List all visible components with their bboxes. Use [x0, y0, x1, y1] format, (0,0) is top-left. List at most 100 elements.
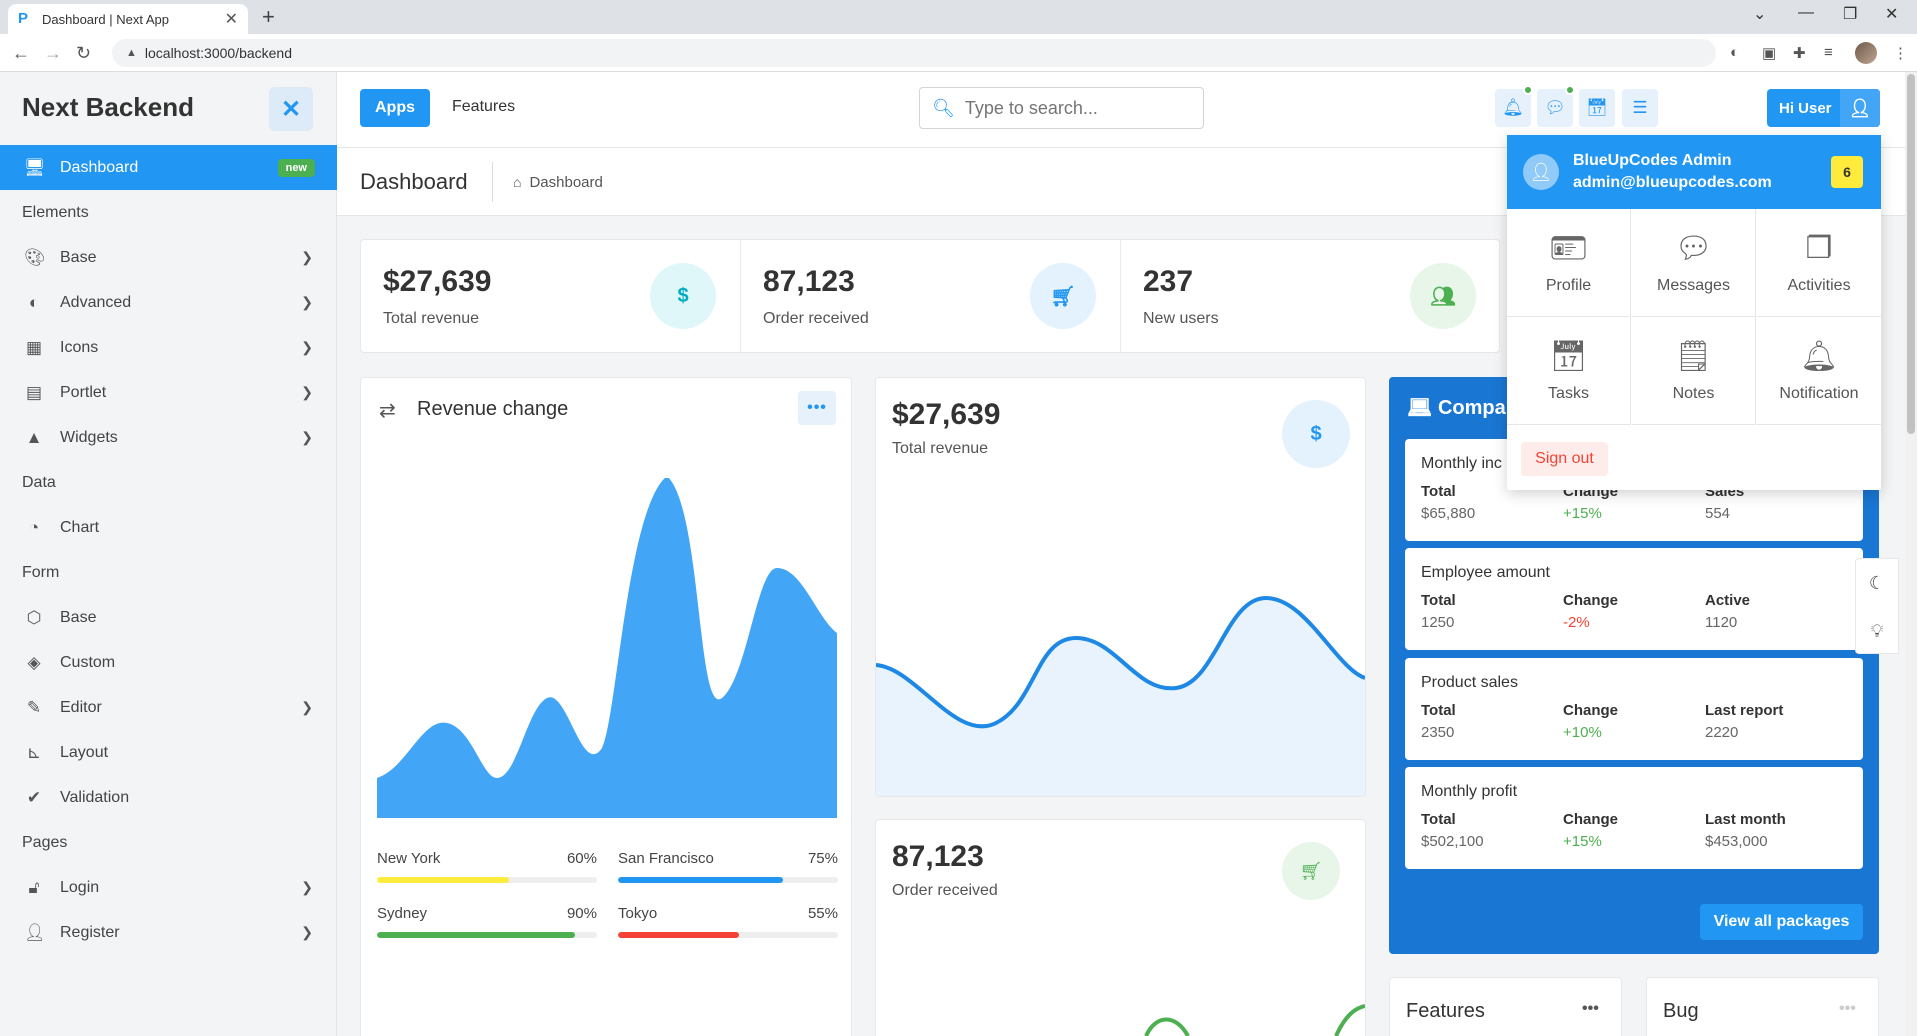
stat-value: +10%: [1563, 724, 1602, 741]
more-icon[interactable]: •••: [1839, 1000, 1856, 1017]
sidebar-item-editor[interactable]: ✎︎ Editor ❯: [0, 685, 337, 730]
dropdown-item-profile[interactable]: 🪪︎ Profile: [1507, 209, 1631, 317]
restore-icon[interactable]: ❐: [1843, 6, 1858, 23]
back-icon[interactable]: ←: [12, 43, 30, 63]
stat-value: 1250: [1421, 614, 1455, 631]
sidebar-item-login[interactable]: 🔓︎ Login ❯: [0, 865, 337, 910]
revenue-label: Total revenue: [892, 440, 989, 457]
scrollbar-thumb[interactable]: [1907, 74, 1915, 434]
sidebar-item-register[interactable]: 👤︎ Register ❯: [0, 910, 337, 955]
browser-tab[interactable]: P Dashboard | Next App ✕: [8, 4, 248, 34]
dropdown-item-activities[interactable]: ❐︎ Activities: [1757, 209, 1881, 317]
chevron-right-icon: ❯: [301, 384, 313, 400]
paint-bucket-icon: ◈︎: [27, 652, 41, 672]
sidebar-item-base[interactable]: ⬡︎ Base: [0, 595, 337, 640]
dropdown-item-label: Messages: [1657, 276, 1730, 294]
new-badge: new: [277, 158, 315, 177]
package-title: Employee amount: [1421, 564, 1550, 581]
stat-value: $453,000: [1705, 833, 1768, 850]
stat-key: Change: [1563, 811, 1619, 828]
pie-chart-icon: ◔︎: [28, 517, 40, 537]
stat-value: 87,123: [763, 265, 855, 298]
sidebar-item-advanced[interactable]: ◐︎ Advanced ❯: [0, 280, 337, 325]
sidebar-item-widgets[interactable]: ▲︎ Widgets ❯: [0, 415, 337, 460]
progress-percent: 55%: [807, 905, 838, 922]
profile-avatar[interactable]: [1855, 42, 1877, 64]
more-icon[interactable]: •••: [1582, 1000, 1599, 1017]
stat-value: 237: [1143, 265, 1194, 298]
revenue-line-chart: [876, 595, 1365, 796]
user-email: admin@blueupcodes.com: [1573, 174, 1772, 191]
calendar-button[interactable]: 📅︎: [1579, 89, 1615, 127]
sidebar-item-label: Base: [60, 608, 97, 626]
dark-mode-icon[interactable]: ☾: [1868, 572, 1886, 593]
dropdown-item-notification[interactable]: 🔔︎ Notification: [1757, 317, 1881, 425]
forward-icon[interactable]: →: [44, 43, 62, 63]
dropdown-item-notes[interactable]: 🗒︎ Notes: [1632, 317, 1756, 425]
stat-card: 237 New users 👥︎: [1121, 240, 1501, 352]
revenue-value: $27,639: [892, 398, 1001, 431]
close-window-icon[interactable]: ✕: [1885, 6, 1899, 23]
progress-header: Sydney 90%: [377, 905, 597, 922]
search-box[interactable]: 🔍︎: [919, 87, 1204, 129]
lightbulb-icon[interactable]: 💡︎: [1870, 620, 1884, 641]
sidebar-item-icons[interactable]: ▦︎ Icons ❯: [0, 325, 337, 370]
search-input[interactable]: [964, 97, 1185, 119]
chevron-right-icon: ❯: [301, 699, 313, 715]
line-series: [876, 595, 1365, 729]
close-tab-icon[interactable]: ✕: [224, 11, 238, 28]
sign-out-button[interactable]: Sign out: [1521, 442, 1608, 476]
reading-list-icon[interactable]: ≡: [1824, 44, 1833, 61]
package-stat: Change -2%: [1563, 592, 1618, 631]
dropdown-item-tasks[interactable]: 📅︎ Tasks: [1507, 317, 1631, 425]
sidebar-item-dashboard[interactable]: 🖥︎ Dashboard new: [0, 145, 337, 190]
messages-button[interactable]: 💬︎: [1537, 85, 1575, 127]
extension-icon[interactable]: ◐: [1730, 44, 1740, 61]
count-badge: 6: [1831, 156, 1863, 188]
ruler-icon: ⊾︎: [26, 742, 42, 762]
sidebar-item-label: Advanced: [60, 293, 132, 311]
sidebar-item-chart[interactable]: ◔︎ Chart: [0, 505, 337, 550]
tab-search-icon[interactable]: ⌄: [1753, 6, 1767, 23]
check-icon: ✔︎: [26, 787, 42, 807]
package-stat: Last report 2220: [1705, 702, 1783, 741]
dropdown-item-messages[interactable]: 💬︎ Messages: [1632, 209, 1756, 317]
minimize-icon[interactable]: —: [1798, 4, 1814, 21]
stat-value: 554: [1705, 505, 1731, 522]
sidebar-item-portlet[interactable]: ▤︎ Portlet ❯: [0, 370, 337, 415]
tasks-button[interactable]: ☰: [1622, 89, 1658, 127]
close-sidebar-button[interactable]: ✕: [269, 87, 313, 131]
extension-icon[interactable]: ▣: [1762, 45, 1777, 62]
new-tab-icon[interactable]: +: [262, 4, 275, 29]
menu-icon[interactable]: ⋮: [1893, 45, 1908, 62]
card-title: Features: [1406, 1000, 1485, 1022]
notification-dot: [1523, 85, 1533, 95]
stat-value: $65,880: [1421, 505, 1476, 522]
cart-icon: 🛒︎: [1282, 842, 1340, 900]
apps-button[interactable]: Apps: [360, 89, 430, 127]
progress-percent: 75%: [807, 850, 838, 867]
sidebar-item-validation[interactable]: ✔︎ Validation: [0, 775, 337, 820]
dollar-icon: $: [1282, 400, 1350, 468]
chevron-right-icon: ❯: [301, 879, 313, 895]
progress-track: [377, 877, 597, 883]
sidebar-item-custom[interactable]: ◈︎ Custom: [0, 640, 337, 685]
notifications-button[interactable]: 🔔︎: [1495, 85, 1533, 127]
sidebar-item-layout[interactable]: ⊾︎ Layout: [0, 730, 337, 775]
orders-label: Order received: [892, 882, 998, 899]
sidebar-item-label: Login: [60, 878, 100, 896]
user-menu-button[interactable]: Hi User 👤︎: [1767, 89, 1880, 127]
features-link[interactable]: Features: [452, 98, 516, 115]
stat-label: Order received: [763, 310, 869, 327]
reload-icon[interactable]: ↻: [76, 43, 92, 63]
puzzle-icon[interactable]: ✚: [1793, 45, 1806, 62]
view-all-packages-button[interactable]: View all packages: [1700, 904, 1863, 940]
user-greeting: Hi User: [1779, 99, 1832, 117]
url-field[interactable]: ▲ localhost:3000/backend: [112, 39, 1716, 67]
sidebar-item-base[interactable]: 🎨︎ Base ❯: [0, 235, 337, 280]
exchange-icon: ⇄: [379, 400, 396, 422]
contrast-icon: ◐︎: [28, 292, 40, 312]
stat-value: 1120: [1705, 614, 1738, 631]
breadcrumb-item[interactable]: Dashboard: [529, 173, 603, 191]
more-options-button[interactable]: •••: [798, 391, 836, 425]
